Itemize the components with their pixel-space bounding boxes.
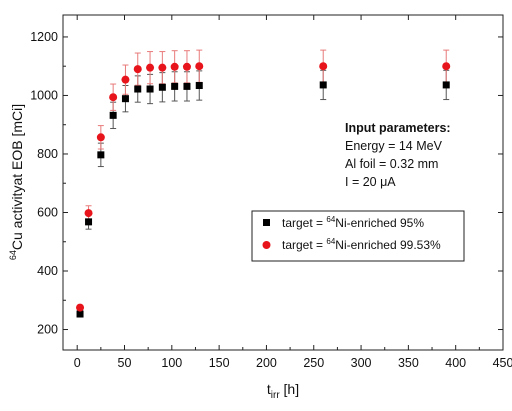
y-tick-label: 1000 — [30, 88, 58, 102]
legend-marker-circle — [262, 241, 271, 249]
legend-entry-95: target = 64Ni-enriched 95% — [282, 215, 424, 230]
annotation-line-current: I = 20 μA — [345, 175, 396, 189]
x-tick-label: 200 — [256, 356, 277, 370]
legend-marker-square — [263, 219, 270, 226]
data-point-square — [171, 82, 179, 90]
legend-entry-99-53: target = 64Ni-enriched 99.53% — [282, 237, 441, 252]
x-tick-label: 400 — [445, 356, 466, 370]
data-point-square — [146, 85, 154, 93]
data-point-circle — [195, 62, 204, 71]
data-point-circle — [182, 62, 191, 71]
data-point-circle — [170, 62, 179, 71]
data-point-square — [134, 85, 142, 93]
data-point-square — [97, 151, 105, 159]
data-point-square — [121, 95, 129, 103]
data-point-circle — [109, 93, 118, 102]
data-point-circle — [84, 209, 93, 218]
y-tick-label: 400 — [37, 264, 58, 278]
y-tick-label: 1200 — [30, 30, 58, 44]
input-parameters-annotation: Input parameters: Energy = 14 MeV Al foi… — [345, 121, 451, 189]
data-marks — [76, 49, 451, 318]
y-tick-label: 800 — [37, 147, 58, 161]
legend: target = 64Ni-enriched 95% target = 64Ni… — [251, 210, 465, 262]
x-tick-label: 150 — [209, 356, 230, 370]
data-point-circle — [121, 75, 130, 84]
data-point-square — [319, 81, 327, 89]
y-axis-label: 64Cu activityat EOB [mCi] — [8, 104, 25, 260]
annotation-line-foil: Al foil = 0.32 mm — [345, 157, 438, 171]
data-point-circle — [76, 303, 85, 312]
data-point-square — [109, 111, 117, 119]
x-tick-label: 350 — [398, 356, 419, 370]
y-tick-label: 200 — [37, 323, 58, 337]
annotation-line-energy: Energy = 14 MeV — [345, 139, 443, 153]
legend-box — [251, 210, 465, 262]
x-tick-label: 50 — [118, 356, 132, 370]
data-point-circle — [319, 62, 328, 71]
plot-frame — [62, 14, 504, 351]
x-tick-label: 300 — [351, 356, 372, 370]
data-point-square — [183, 82, 191, 90]
annotation-title: Input parameters: — [345, 121, 451, 135]
x-tick-label: 450 — [493, 356, 512, 370]
data-point-circle — [158, 63, 167, 72]
x-tick-label: 0 — [74, 356, 81, 370]
data-point-square — [158, 83, 166, 91]
x-tick-label: 250 — [303, 356, 324, 370]
data-point-square — [195, 82, 203, 90]
y-tick-label: 600 — [37, 205, 58, 219]
x-tick-label: 100 — [161, 356, 182, 370]
data-point-circle — [96, 133, 105, 142]
axis-ticks: 0 50 100 150 200 250 300 350 400 450 200 400 600 800 1… — [30, 15, 512, 370]
data-point-circle — [442, 62, 451, 71]
data-point-circle — [133, 65, 142, 74]
data-point-square — [85, 218, 93, 226]
data-point-square — [76, 310, 84, 318]
x-axis-label: tirr [h] — [267, 381, 299, 401]
data-point-square — [442, 81, 450, 89]
data-point-circle — [146, 63, 155, 72]
